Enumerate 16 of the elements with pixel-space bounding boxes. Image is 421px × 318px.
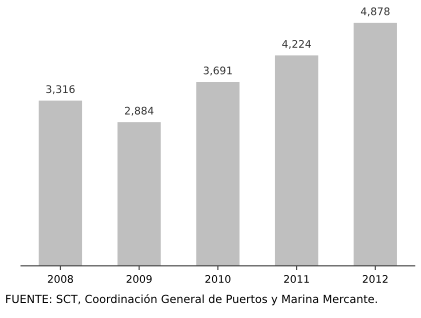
x-tick-label: 2011 <box>284 275 309 283</box>
bar <box>274 55 318 266</box>
bar <box>38 100 82 266</box>
bar <box>354 22 397 266</box>
data-label: 4,224 <box>282 40 311 49</box>
data-label: 3,691 <box>204 66 232 76</box>
x-tick-label: 2008 <box>48 275 73 283</box>
x-tick-label: 2012 <box>362 275 388 283</box>
x-tick-label: 2010 <box>205 275 230 283</box>
x-tick-label: 2009 <box>126 275 152 283</box>
bar <box>196 82 240 266</box>
data-label: 4,878 <box>360 7 390 16</box>
bar <box>117 122 161 266</box>
data-label: 2,884 <box>124 106 154 116</box>
data-label: 3,316 <box>46 85 75 94</box>
source-note: FUENTE: SCT, Coordinación General de Puertos y Marina Mercante. <box>6 294 377 306</box>
